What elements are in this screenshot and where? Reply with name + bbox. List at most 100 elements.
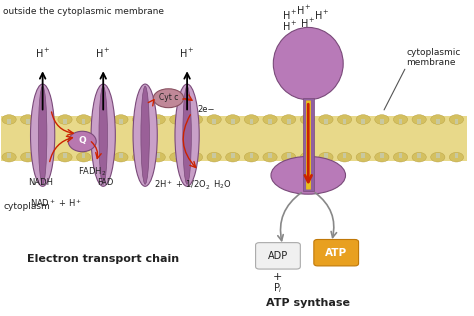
Text: H$^+$: H$^+$ [35, 47, 50, 60]
Bar [82, 153, 85, 158]
Ellipse shape [170, 115, 184, 124]
Bar [305, 119, 309, 124]
Text: ATP synthase: ATP synthase [266, 298, 350, 308]
Bar [212, 119, 216, 124]
Bar [343, 153, 346, 158]
Ellipse shape [412, 152, 426, 162]
Bar [455, 119, 458, 124]
Ellipse shape [337, 115, 352, 124]
Bar [7, 119, 11, 124]
Ellipse shape [319, 152, 333, 162]
Text: H$^+$: H$^+$ [282, 20, 297, 33]
Bar [100, 153, 104, 158]
Bar [63, 153, 67, 158]
Text: 2H$^+$ + 1/2O$_2$: 2H$^+$ + 1/2O$_2$ [154, 179, 211, 191]
Text: FADH$_2$: FADH$_2$ [78, 166, 106, 178]
Ellipse shape [263, 115, 277, 124]
Ellipse shape [58, 115, 72, 124]
Bar [7, 153, 11, 158]
Bar [380, 153, 384, 158]
Ellipse shape [114, 152, 128, 162]
Bar [119, 119, 123, 124]
Bar [119, 153, 123, 158]
Text: H$^+$: H$^+$ [296, 4, 311, 17]
Bar [399, 119, 402, 124]
Ellipse shape [132, 152, 146, 162]
Ellipse shape [2, 152, 16, 162]
FancyBboxPatch shape [314, 240, 358, 266]
Bar [45, 119, 48, 124]
Ellipse shape [263, 152, 277, 162]
Ellipse shape [207, 115, 221, 124]
Ellipse shape [39, 152, 54, 162]
Ellipse shape [393, 152, 408, 162]
Ellipse shape [273, 27, 343, 100]
Bar [156, 153, 160, 158]
Ellipse shape [153, 89, 183, 108]
Text: cytoplasm: cytoplasm [3, 202, 50, 211]
Ellipse shape [226, 115, 240, 124]
Ellipse shape [76, 115, 91, 124]
Ellipse shape [431, 152, 445, 162]
Bar [194, 153, 197, 158]
Text: NAD$^+$ + H$^+$: NAD$^+$ + H$^+$ [30, 197, 83, 209]
Text: H$^+$: H$^+$ [314, 9, 330, 22]
Text: Electron transport chain: Electron transport chain [27, 254, 179, 264]
Text: H$^+$: H$^+$ [282, 9, 297, 22]
Bar [156, 119, 160, 124]
Ellipse shape [170, 152, 184, 162]
Text: NADH: NADH [28, 179, 53, 187]
Ellipse shape [38, 86, 47, 184]
Ellipse shape [95, 115, 109, 124]
Ellipse shape [20, 115, 35, 124]
Ellipse shape [431, 115, 445, 124]
Bar [380, 119, 384, 124]
Text: cytoplasmic
membrane: cytoplasmic membrane [406, 48, 460, 67]
Ellipse shape [300, 115, 314, 124]
Bar [249, 119, 253, 124]
Bar [26, 153, 29, 158]
Text: Q: Q [78, 136, 86, 145]
Bar [175, 153, 179, 158]
Ellipse shape [141, 86, 149, 184]
Bar [212, 153, 216, 158]
Bar [303, 98, 314, 191]
FancyBboxPatch shape [255, 243, 301, 269]
Ellipse shape [449, 152, 464, 162]
Bar [455, 153, 458, 158]
Ellipse shape [282, 115, 296, 124]
Ellipse shape [175, 84, 199, 186]
Bar [26, 119, 29, 124]
Bar [138, 119, 141, 124]
Text: FAD: FAD [97, 179, 114, 187]
Bar [0, 116, 467, 161]
Ellipse shape [282, 152, 296, 162]
Bar [361, 119, 365, 124]
Ellipse shape [300, 152, 314, 162]
Bar [324, 153, 328, 158]
Text: ATP: ATP [325, 248, 347, 258]
Ellipse shape [95, 152, 109, 162]
Bar [100, 119, 104, 124]
Ellipse shape [244, 115, 258, 124]
Text: H$^+$: H$^+$ [95, 47, 111, 60]
Ellipse shape [271, 156, 346, 194]
Ellipse shape [133, 84, 157, 186]
Ellipse shape [99, 86, 108, 184]
Ellipse shape [207, 152, 221, 162]
Ellipse shape [375, 115, 389, 124]
Bar [249, 153, 253, 158]
Text: outside the cytoplasmic membrane: outside the cytoplasmic membrane [3, 7, 164, 16]
Ellipse shape [393, 115, 408, 124]
Text: P$_i$: P$_i$ [273, 282, 283, 295]
Ellipse shape [188, 152, 202, 162]
Bar [45, 153, 48, 158]
Bar [231, 153, 235, 158]
Bar [436, 153, 440, 158]
Bar [268, 153, 272, 158]
Ellipse shape [356, 115, 370, 124]
Bar [231, 119, 235, 124]
Bar [436, 119, 440, 124]
Ellipse shape [114, 115, 128, 124]
Text: H$^+$: H$^+$ [179, 47, 195, 60]
